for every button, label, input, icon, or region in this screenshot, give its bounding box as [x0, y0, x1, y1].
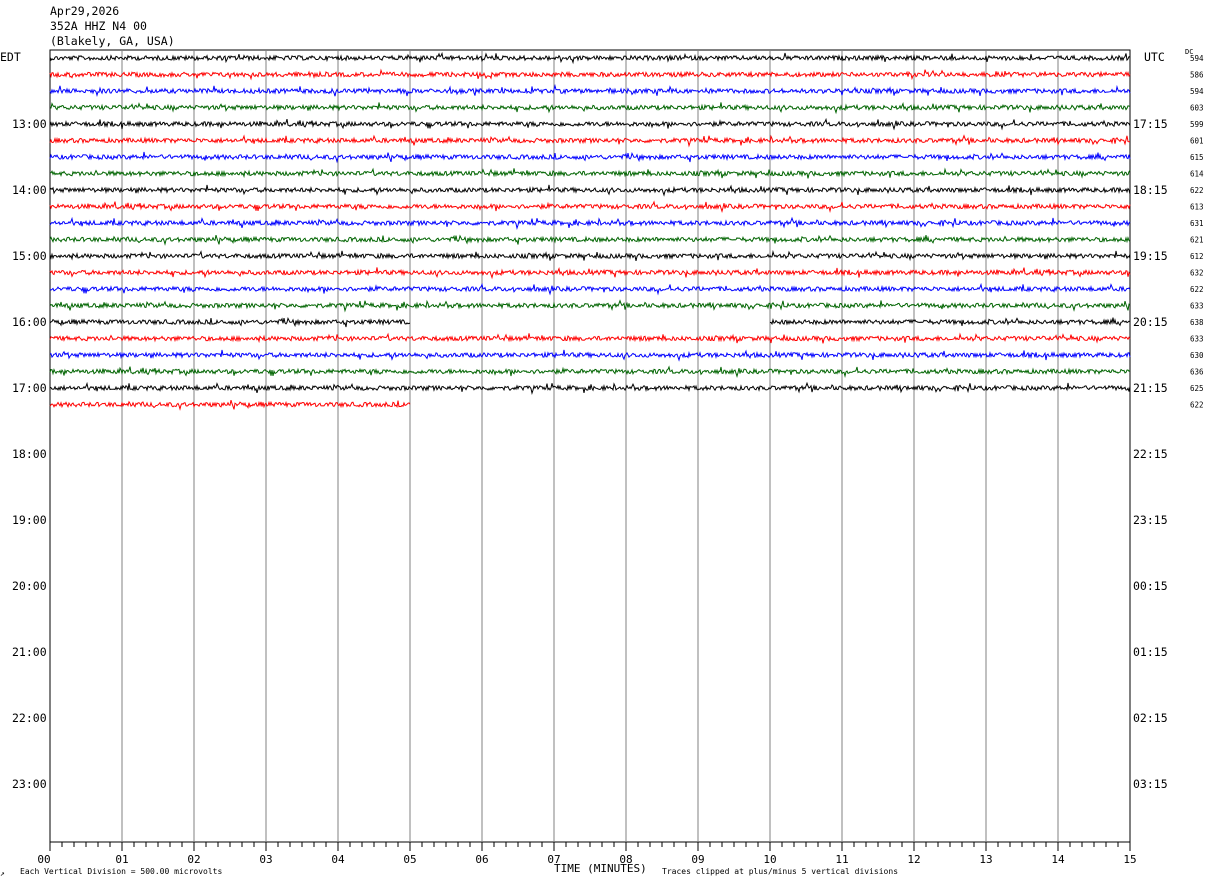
dc-offset-label: 625	[1190, 384, 1204, 393]
right-hour-label: 22:15	[1133, 447, 1168, 461]
dc-offset-label: 632	[1190, 269, 1204, 278]
x-tick-label: 15	[1123, 853, 1136, 866]
trace-line	[49, 316, 411, 328]
x-tick-label: 13	[979, 853, 992, 866]
trace-line	[49, 184, 1131, 197]
right-hour-label: 19:15	[1133, 249, 1168, 263]
right-hour-label: 02:15	[1133, 711, 1168, 725]
x-tick-label: 04	[331, 853, 345, 866]
dc-offset-label: 601	[1190, 137, 1204, 146]
dc-offset-label: 631	[1190, 219, 1204, 228]
x-tick-label: 12	[907, 853, 920, 866]
dc-offset-label: 612	[1190, 252, 1204, 261]
right-hour-label: 01:15	[1133, 645, 1168, 659]
x-tick-label: 07	[547, 853, 560, 866]
right-hour-label: 18:15	[1133, 183, 1168, 197]
left-hour-label: 20:00	[12, 579, 47, 593]
trace-line	[49, 332, 1131, 344]
trace-line	[49, 267, 1131, 280]
x-tick-label: 03	[259, 853, 272, 866]
x-tick-label: 10	[763, 853, 776, 866]
x-axis-label: TIME (MINUTES)	[554, 862, 647, 875]
corner-mark: ↗	[0, 869, 5, 878]
x-tick-label: 08	[619, 853, 632, 866]
trace-line	[49, 349, 1131, 362]
trace-line	[769, 317, 1131, 327]
trace-line	[49, 299, 1131, 313]
dc-offset-label: 621	[1190, 236, 1204, 245]
dc-offset-label: 638	[1190, 318, 1204, 327]
x-tick-label: 11	[835, 853, 848, 866]
trace-line	[49, 68, 1131, 81]
trace-line	[49, 83, 1131, 98]
x-tick-label: 14	[1051, 853, 1065, 866]
left-hour-label: 19:00	[12, 513, 47, 527]
trace-line	[49, 381, 1131, 395]
dc-offset-label: 622	[1190, 401, 1204, 410]
trace-line	[49, 102, 1130, 115]
dc-offset-label: 622	[1190, 285, 1204, 294]
right-hour-label: 23:15	[1133, 513, 1168, 527]
dc-column-label: DC	[1185, 48, 1194, 56]
trace-line	[49, 200, 1131, 214]
dc-offset-label: 613	[1190, 203, 1204, 212]
timezone-left-label: EDT	[0, 50, 21, 64]
dc-offset-label: 633	[1190, 302, 1204, 311]
left-hour-label: 14:00	[12, 183, 47, 197]
dc-offset-label: 603	[1190, 104, 1204, 113]
x-tick-label: 06	[475, 853, 488, 866]
dc-offset-label: 615	[1190, 153, 1204, 162]
x-tick-label: 09	[691, 853, 704, 866]
dc-offset-label: 586	[1190, 71, 1204, 80]
left-hour-label: 13:00	[12, 117, 47, 131]
plot-frame	[49, 49, 1131, 843]
trace-line	[49, 134, 1131, 148]
right-hour-label: 20:15	[1133, 315, 1168, 329]
left-hour-label: 22:00	[12, 711, 47, 725]
trace-line	[49, 216, 1131, 230]
header-date: Apr29,2026	[50, 4, 120, 18]
left-hour-label: 23:00	[12, 777, 47, 791]
right-hour-label: 00:15	[1133, 579, 1168, 593]
trace-line	[49, 249, 1131, 262]
left-hour-label: 16:00	[12, 315, 47, 329]
left-hour-label: 18:00	[12, 447, 47, 461]
left-hour-label: 21:00	[12, 645, 47, 659]
clip-note: Traces clipped at plus/minus 5 vertical …	[662, 867, 899, 876]
right-hour-label: 21:15	[1133, 381, 1168, 395]
trace-line	[49, 365, 1131, 379]
x-tick-label: 00	[37, 853, 50, 866]
right-hour-label: 03:15	[1133, 777, 1168, 791]
trace-line	[50, 167, 1131, 179]
left-hour-label: 17:00	[12, 381, 47, 395]
dc-offset-label: 622	[1190, 186, 1204, 195]
x-tick-label: 02	[187, 853, 200, 866]
dc-offset-label: 614	[1190, 170, 1204, 179]
left-hour-label: 15:00	[12, 249, 47, 263]
dc-offset-label: 630	[1190, 351, 1204, 360]
trace-line	[49, 51, 1131, 65]
dc-offset-label: 594	[1190, 87, 1204, 96]
dc-offset-label: 636	[1190, 368, 1204, 377]
trace-line	[49, 399, 411, 411]
trace-line	[49, 151, 1131, 164]
timezone-right-label: UTC	[1144, 50, 1165, 64]
dc-offset-label: 633	[1190, 335, 1204, 344]
scale-note: Each Vertical Division = 500.00 microvol…	[20, 867, 223, 876]
dc-offset-label: 599	[1190, 120, 1204, 129]
right-hour-label: 17:15	[1133, 117, 1168, 131]
trace-line	[49, 234, 1131, 246]
x-tick-label: 01	[115, 853, 128, 866]
header-station: 352A HHZ N4 00	[50, 19, 147, 33]
x-tick-label: 05	[403, 853, 416, 866]
header-location: (Blakely, GA, USA)	[50, 34, 175, 48]
dc-offset-label: 594	[1190, 54, 1204, 63]
trace-line	[49, 282, 1131, 296]
trace-line	[49, 117, 1131, 131]
